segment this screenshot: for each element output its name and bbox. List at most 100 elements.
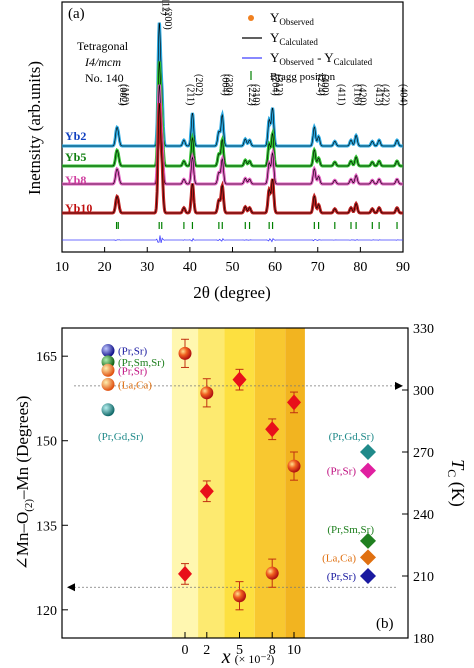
angle-point xyxy=(200,386,214,400)
tc-point xyxy=(265,421,280,438)
structure-line-1: Tetragonal xyxy=(77,39,129,53)
reference-compounds: (Pr,Sr)(Pr,Sm,Sr)(Pr,Sr)(La,Ca)(Pr,Gd,Sr… xyxy=(98,344,376,584)
tc-tick-label: 330 xyxy=(413,322,434,337)
series-label-yb8: Yb8 xyxy=(65,173,86,187)
composition-axis-title: x (× 10⁻²) xyxy=(221,646,275,668)
band-4 xyxy=(285,328,305,638)
xrd-legend: YObserved YCalculated YObserved - YCalcula… xyxy=(242,10,373,83)
right-ref-marker xyxy=(360,444,376,460)
angle-tick-label: 120 xyxy=(36,604,57,619)
tc-tick-label: 210 xyxy=(413,570,434,585)
hkl-label: (112) xyxy=(160,0,171,15)
structure-info: Tetragonal I4/mcm No. 140 xyxy=(77,39,129,85)
angle-tick-label: 150 xyxy=(36,435,57,450)
hkl-label: (310) xyxy=(250,84,261,106)
x-tick-label: 30 xyxy=(140,260,154,275)
hkl-label: (220) xyxy=(223,74,234,96)
bragg-ticks xyxy=(115,222,398,229)
angle-tick-label: 135 xyxy=(36,519,57,534)
tc-tick-label: 300 xyxy=(413,384,434,399)
tc-point xyxy=(287,394,301,411)
tc-point xyxy=(178,565,192,582)
right-ref-label: (Pr,Gd,Sr) xyxy=(329,431,375,443)
band-3 xyxy=(254,328,286,638)
composition-tick-label: 10 xyxy=(287,643,301,658)
xrd-y-axis-title: Inetnsity (arb.units) xyxy=(25,61,44,195)
hkl-label: (204) xyxy=(270,74,281,96)
right-ref-label: (La,Ca) xyxy=(322,552,356,564)
series-label-yb10: Yb10 xyxy=(65,201,92,215)
hkl-label: (411) xyxy=(335,84,346,105)
angle-point xyxy=(287,459,301,473)
legend-marker-dot xyxy=(248,15,254,21)
series-label-yb2: Yb2 xyxy=(65,129,86,143)
band-1 xyxy=(198,328,225,638)
composition-tick-label: 2 xyxy=(203,643,210,658)
right-ref-label: (Pr,Sr) xyxy=(327,571,357,583)
right-ref-marker xyxy=(360,568,376,584)
angle-axis-ticks: 120 135 150 165 xyxy=(36,350,68,619)
x-tick-label: 10 xyxy=(55,260,69,275)
x-tick-label: 80 xyxy=(353,260,367,275)
xrd-x-ticks: 10 20 30 40 50 60 70 80 90 xyxy=(55,247,410,275)
hkl-label: (422) xyxy=(380,84,391,106)
guide-arrow-right xyxy=(395,381,403,390)
angle-point xyxy=(178,346,192,360)
hkl-label: (420) xyxy=(357,84,368,106)
series-labels: Yb2 Yb5 Yb8 Yb10 xyxy=(65,129,92,215)
x-tick-label: 40 xyxy=(183,260,197,275)
right-ref-label: (Pr,Sm,Sr) xyxy=(327,524,374,536)
hkl-label: (211) xyxy=(184,84,195,105)
hkl-label: (202) xyxy=(193,74,204,96)
composition-tick-label: 5 xyxy=(236,643,243,658)
calculated-pattern-yb8 xyxy=(62,84,403,185)
left-ref-marker xyxy=(101,344,115,358)
structure-tc-panel: 120 135 150 165 180 210 240 270 300 330 0 2 5 8 10 (… xyxy=(13,322,468,668)
tc-tick-label: 270 xyxy=(413,446,434,461)
angle-axis-title: ∠Mn–O(2)–Mn (Degrees) xyxy=(13,396,35,571)
legend-entry-0: YObserved xyxy=(270,10,314,27)
tc-point xyxy=(232,371,247,388)
hkl-label: (110) xyxy=(119,84,130,105)
difference-line xyxy=(62,235,403,243)
legend-entry-2: YObserved - YCalculated xyxy=(270,50,373,67)
right-ref-marker xyxy=(360,549,376,566)
tc-plot-frame xyxy=(61,327,409,639)
band-0 xyxy=(171,328,199,638)
angle-point xyxy=(233,589,246,603)
legend-entry-3: Bragg position xyxy=(270,71,336,83)
composition-tick-label: 0 xyxy=(182,643,189,658)
x-tick-label: 50 xyxy=(226,260,240,275)
left-ref-label: (Pr,Sr) xyxy=(118,365,148,377)
hkl-label: (116) xyxy=(351,84,362,105)
x-tick-label: 20 xyxy=(98,260,112,275)
right-ref-marker xyxy=(360,532,376,549)
left-ref-label: (Pr,Sr) xyxy=(118,346,148,358)
observed-pattern-yb10 xyxy=(62,102,403,215)
hkl-labels: (002)(110) (112)(200) (211)(202) (004)(220)… xyxy=(117,0,408,106)
xrd-patterns xyxy=(62,22,403,215)
hkl-label: (004) xyxy=(219,74,230,96)
hkl-label: (312) xyxy=(273,74,284,96)
angle-point xyxy=(265,566,279,580)
tc-point xyxy=(199,483,214,500)
structure-line-2: I4/mcm xyxy=(84,55,121,69)
difference-curve xyxy=(62,235,403,243)
tc-tick-label: 240 xyxy=(413,508,434,523)
left-ref-label: (Pr,Gd,Sr) xyxy=(98,431,144,443)
hkl-label: (404) xyxy=(398,84,409,106)
x-tick-label: 60 xyxy=(268,260,282,275)
left-ref-label: (Pr,Sm,Sr) xyxy=(118,357,165,369)
angle-tick-label: 165 xyxy=(36,350,57,365)
tc-tick-label: 180 xyxy=(413,632,434,647)
left-ref-marker xyxy=(101,377,115,391)
series-label-yb5: Yb5 xyxy=(65,150,86,164)
composition-ticks: 0 2 5 8 10 xyxy=(182,632,301,658)
guide-lines xyxy=(67,381,403,592)
calculated-pattern-yb2 xyxy=(62,22,403,147)
xrd-x-axis-title: 2θ (degree) xyxy=(193,283,271,302)
xrd-panel: (002)(110) (112)(200) (211)(202) (004)(220)… xyxy=(25,0,410,302)
composition-tick-label: 8 xyxy=(269,643,276,658)
hkl-label: (400) xyxy=(319,74,330,96)
